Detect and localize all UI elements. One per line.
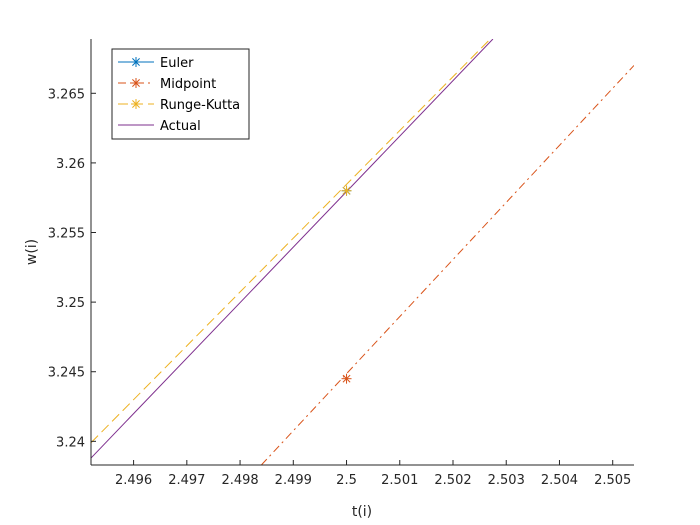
legend-marker-midpoint — [131, 78, 141, 88]
data-point-midpoint — [341, 373, 352, 384]
series-line-midpoint — [260, 65, 634, 465]
x-tick-label: 2.497 — [168, 473, 205, 488]
legend-label-euler: Euler — [160, 56, 194, 71]
x-tick-label: 2.5 — [336, 473, 357, 488]
x-axis-label: t(i) — [352, 504, 372, 520]
x-tick-label: 2.499 — [275, 473, 312, 488]
y-tick-label: 3.265 — [48, 87, 85, 102]
marker-layer — [341, 185, 352, 384]
series-layer — [91, 39, 634, 465]
y-tick-label: 3.25 — [56, 296, 85, 311]
x-tick-label: 2.501 — [381, 473, 418, 488]
series-line-runge-kutta — [91, 39, 491, 444]
y-tick-label: 3.245 — [48, 366, 85, 381]
legend: Euler Midpoint Runge-Kutta Actual — [111, 48, 250, 140]
data-point-runge-kutta — [341, 185, 352, 196]
y-tick-label: 3.26 — [56, 157, 85, 172]
y-axis-label: w(i) — [24, 239, 40, 265]
x-tick-label: 2.504 — [541, 473, 578, 488]
legend-marker-euler — [131, 57, 141, 67]
y-tick-label: 3.255 — [48, 227, 85, 242]
y-tick-label: 3.24 — [56, 435, 85, 450]
x-tick-label: 2.498 — [221, 473, 258, 488]
series-line-actual — [91, 39, 494, 459]
legend-box — [111, 48, 250, 140]
legend-marker-runge-kutta — [131, 99, 141, 109]
legend-label-runge-kutta: Runge-Kutta — [160, 98, 240, 113]
x-tick-label: 2.502 — [434, 473, 471, 488]
legend-label-actual: Actual — [160, 119, 201, 134]
x-tick-label: 2.503 — [488, 473, 525, 488]
x-tick-label: 2.496 — [115, 473, 152, 488]
x-tick-label: 2.505 — [594, 473, 631, 488]
axes-layer: 2.496 2.497 2.498 2.499 2.5 2.501 2.502 2.503 2.… — [48, 39, 634, 488]
legend-label-midpoint: Midpoint — [160, 77, 216, 92]
